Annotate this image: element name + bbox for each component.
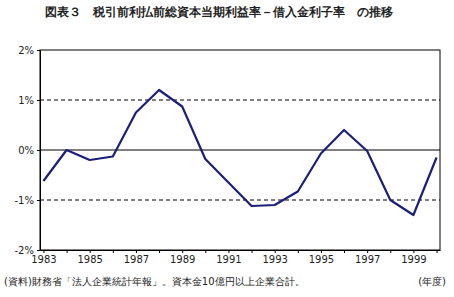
y-tick-label: 0% <box>18 145 34 156</box>
x-tick-mark <box>321 250 322 253</box>
y-tick-mark <box>37 250 40 251</box>
x-tick-mark <box>205 250 206 253</box>
x-tick-mark <box>252 250 253 253</box>
x-tick-label: 1993 <box>262 254 287 265</box>
x-tick: 1985 <box>77 250 102 265</box>
y-tick-mark <box>37 100 40 101</box>
x-tick-label: 1991 <box>216 254 241 265</box>
x-axis-line <box>41 250 441 251</box>
x-tick-mark <box>275 250 276 253</box>
y-tick-label: 1% <box>18 95 34 106</box>
x-tick <box>437 250 438 253</box>
x-tick <box>67 250 68 253</box>
plot-frame <box>40 50 440 250</box>
x-tick-mark <box>113 250 114 253</box>
x-tick-mark <box>90 250 91 253</box>
grid-line <box>40 200 440 201</box>
x-tick-label: 1995 <box>309 254 334 265</box>
data-line <box>43 90 436 215</box>
y-tick-label: 2% <box>18 45 34 56</box>
title: 図表３ 税引前利払前総資本当期利益率－借入金利子率 の推移 <box>45 5 393 19</box>
x-tick: 1989 <box>170 250 195 265</box>
y-tick: 0% <box>18 145 40 156</box>
y-tick-mark <box>37 200 40 201</box>
grid-line <box>40 150 440 151</box>
x-axis-label: (年度) <box>418 276 446 287</box>
x-axis: 1983 1985 1987 1989 1991 1993 1995 1997 1999 <box>31 250 440 265</box>
y-tick-mark <box>37 50 40 51</box>
y-axis-line <box>40 51 41 251</box>
x-tick: 1993 <box>262 250 287 265</box>
x-tick: 1983 <box>31 250 56 265</box>
x-tick-label: 1983 <box>31 254 56 265</box>
source: (資料)財務省「法人企業統計年報」。資本金10億円以上企業合計。 <box>4 276 305 287</box>
x-tick <box>159 250 160 253</box>
x-tick-mark <box>182 250 183 253</box>
y-tick-label: -1% <box>15 195 34 206</box>
y-tick: 2% <box>18 45 40 56</box>
x-tick <box>252 250 253 253</box>
x-tick-mark <box>437 250 438 253</box>
x-tick-mark <box>413 250 414 253</box>
x-tick-label: 1985 <box>77 254 102 265</box>
y-axis: -2%-1%0%1%2% <box>15 45 41 256</box>
x-tick <box>298 250 299 253</box>
y-tick: -1% <box>15 195 40 206</box>
x-tick: 1991 <box>216 250 241 265</box>
x-tick <box>113 250 114 253</box>
x-tick-mark <box>298 250 299 253</box>
x-tick: 1995 <box>309 250 334 265</box>
x-tick-mark <box>43 250 44 253</box>
x-tick-label: 1987 <box>124 254 149 265</box>
x-tick <box>205 250 206 253</box>
x-tick: 1999 <box>401 250 426 265</box>
x-tick-mark <box>344 250 345 253</box>
x-tick <box>390 250 391 253</box>
y-tick: 1% <box>18 95 40 106</box>
chart: 図表３ 税引前利払前総資本当期利益率－借入金利子率 の推移-2%-1%0%1%2… <box>0 0 454 297</box>
plot-area <box>43 90 436 215</box>
x-tick-label: 1997 <box>355 254 380 265</box>
y-tick-mark <box>37 150 40 151</box>
x-tick: 1997 <box>355 250 380 265</box>
x-tick-mark <box>367 250 368 253</box>
grid-line <box>40 100 440 101</box>
x-tick: 1987 <box>124 250 149 265</box>
x-tick-label: 1989 <box>170 254 195 265</box>
x-tick <box>344 250 345 253</box>
x-tick-mark <box>228 250 229 253</box>
x-tick-mark <box>67 250 68 253</box>
x-tick-label: 1999 <box>401 254 426 265</box>
x-tick-mark <box>159 250 160 253</box>
x-tick-mark <box>136 250 137 253</box>
grid <box>40 100 440 200</box>
x-tick-mark <box>390 250 391 253</box>
